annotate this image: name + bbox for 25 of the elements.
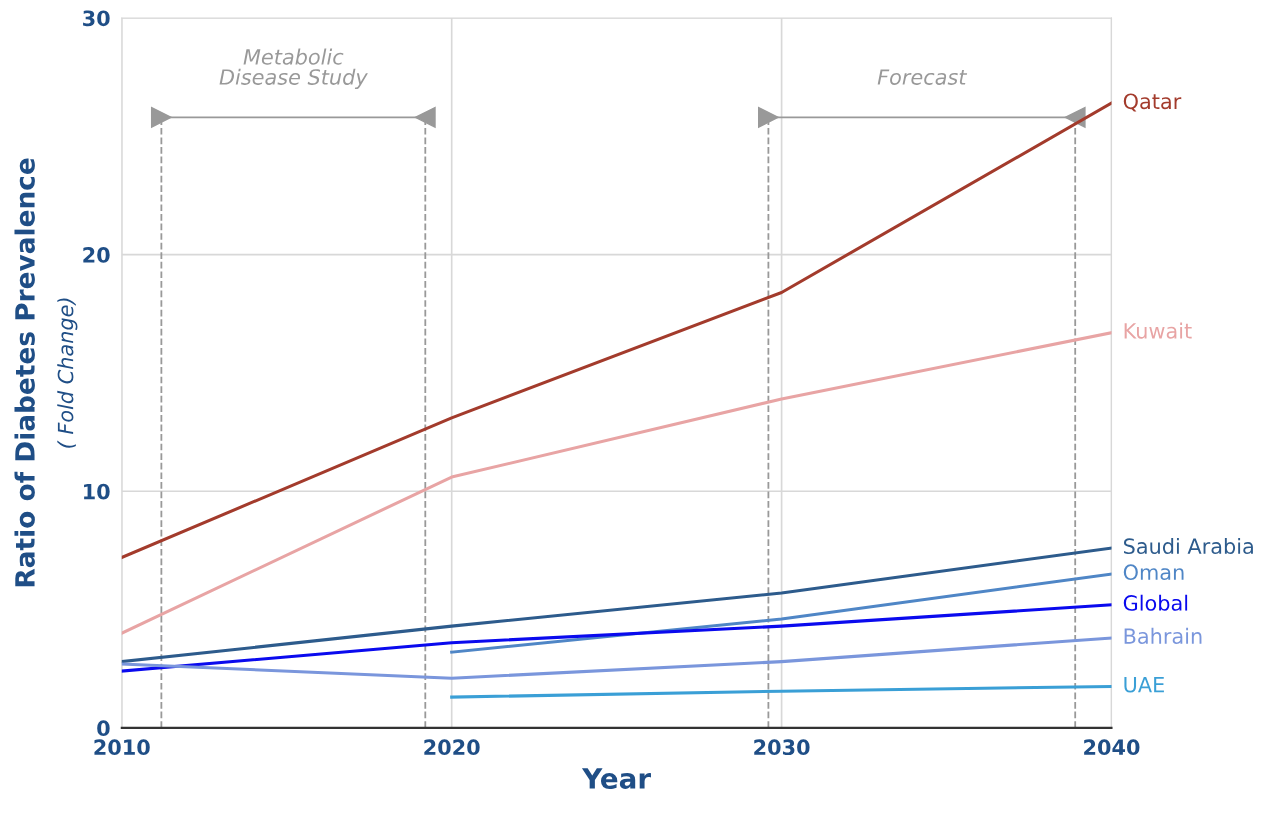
series-label: Oman xyxy=(1123,564,1184,581)
x-axis-title: Year xyxy=(581,768,651,789)
series-label: Global xyxy=(1123,594,1188,611)
y-tick-label: 20 xyxy=(83,247,110,263)
line-series xyxy=(121,101,1112,560)
y-tick-label: 10 xyxy=(84,483,110,500)
series-label: Kuwait xyxy=(1124,322,1192,339)
series-label: Bahrain xyxy=(1124,627,1202,644)
x-tick-label: 2030 xyxy=(754,739,810,756)
annotation: Forecast xyxy=(877,69,968,85)
line-series xyxy=(121,603,1112,673)
series-label: UAE xyxy=(1124,677,1164,693)
y-axis-title: Ratio of Diabetes Prevalence xyxy=(14,158,35,587)
y-tick-label: 30 xyxy=(83,10,110,27)
x-tick-label: 2040 xyxy=(1084,739,1140,756)
annotation: Metabolic Disease Study xyxy=(219,48,368,89)
line-series xyxy=(121,636,1112,680)
y-tick-label: 0 xyxy=(97,720,110,737)
series-label: Qatar xyxy=(1123,93,1182,112)
line-series xyxy=(121,546,1112,664)
x-tick-label: 2020 xyxy=(424,739,480,756)
series-label: Saudi Arabia xyxy=(1123,537,1253,555)
line-series xyxy=(121,331,1112,635)
x-tick-label: 2010 xyxy=(94,739,150,756)
text: ( Fold Change) xyxy=(57,298,78,448)
